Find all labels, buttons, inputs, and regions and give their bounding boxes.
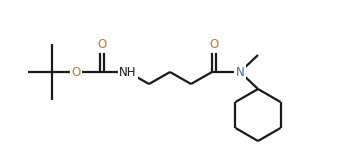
Text: O: O	[71, 66, 81, 78]
Text: NH: NH	[119, 66, 137, 78]
Text: O: O	[209, 39, 219, 51]
Text: N: N	[236, 66, 244, 78]
Text: O: O	[97, 39, 107, 51]
